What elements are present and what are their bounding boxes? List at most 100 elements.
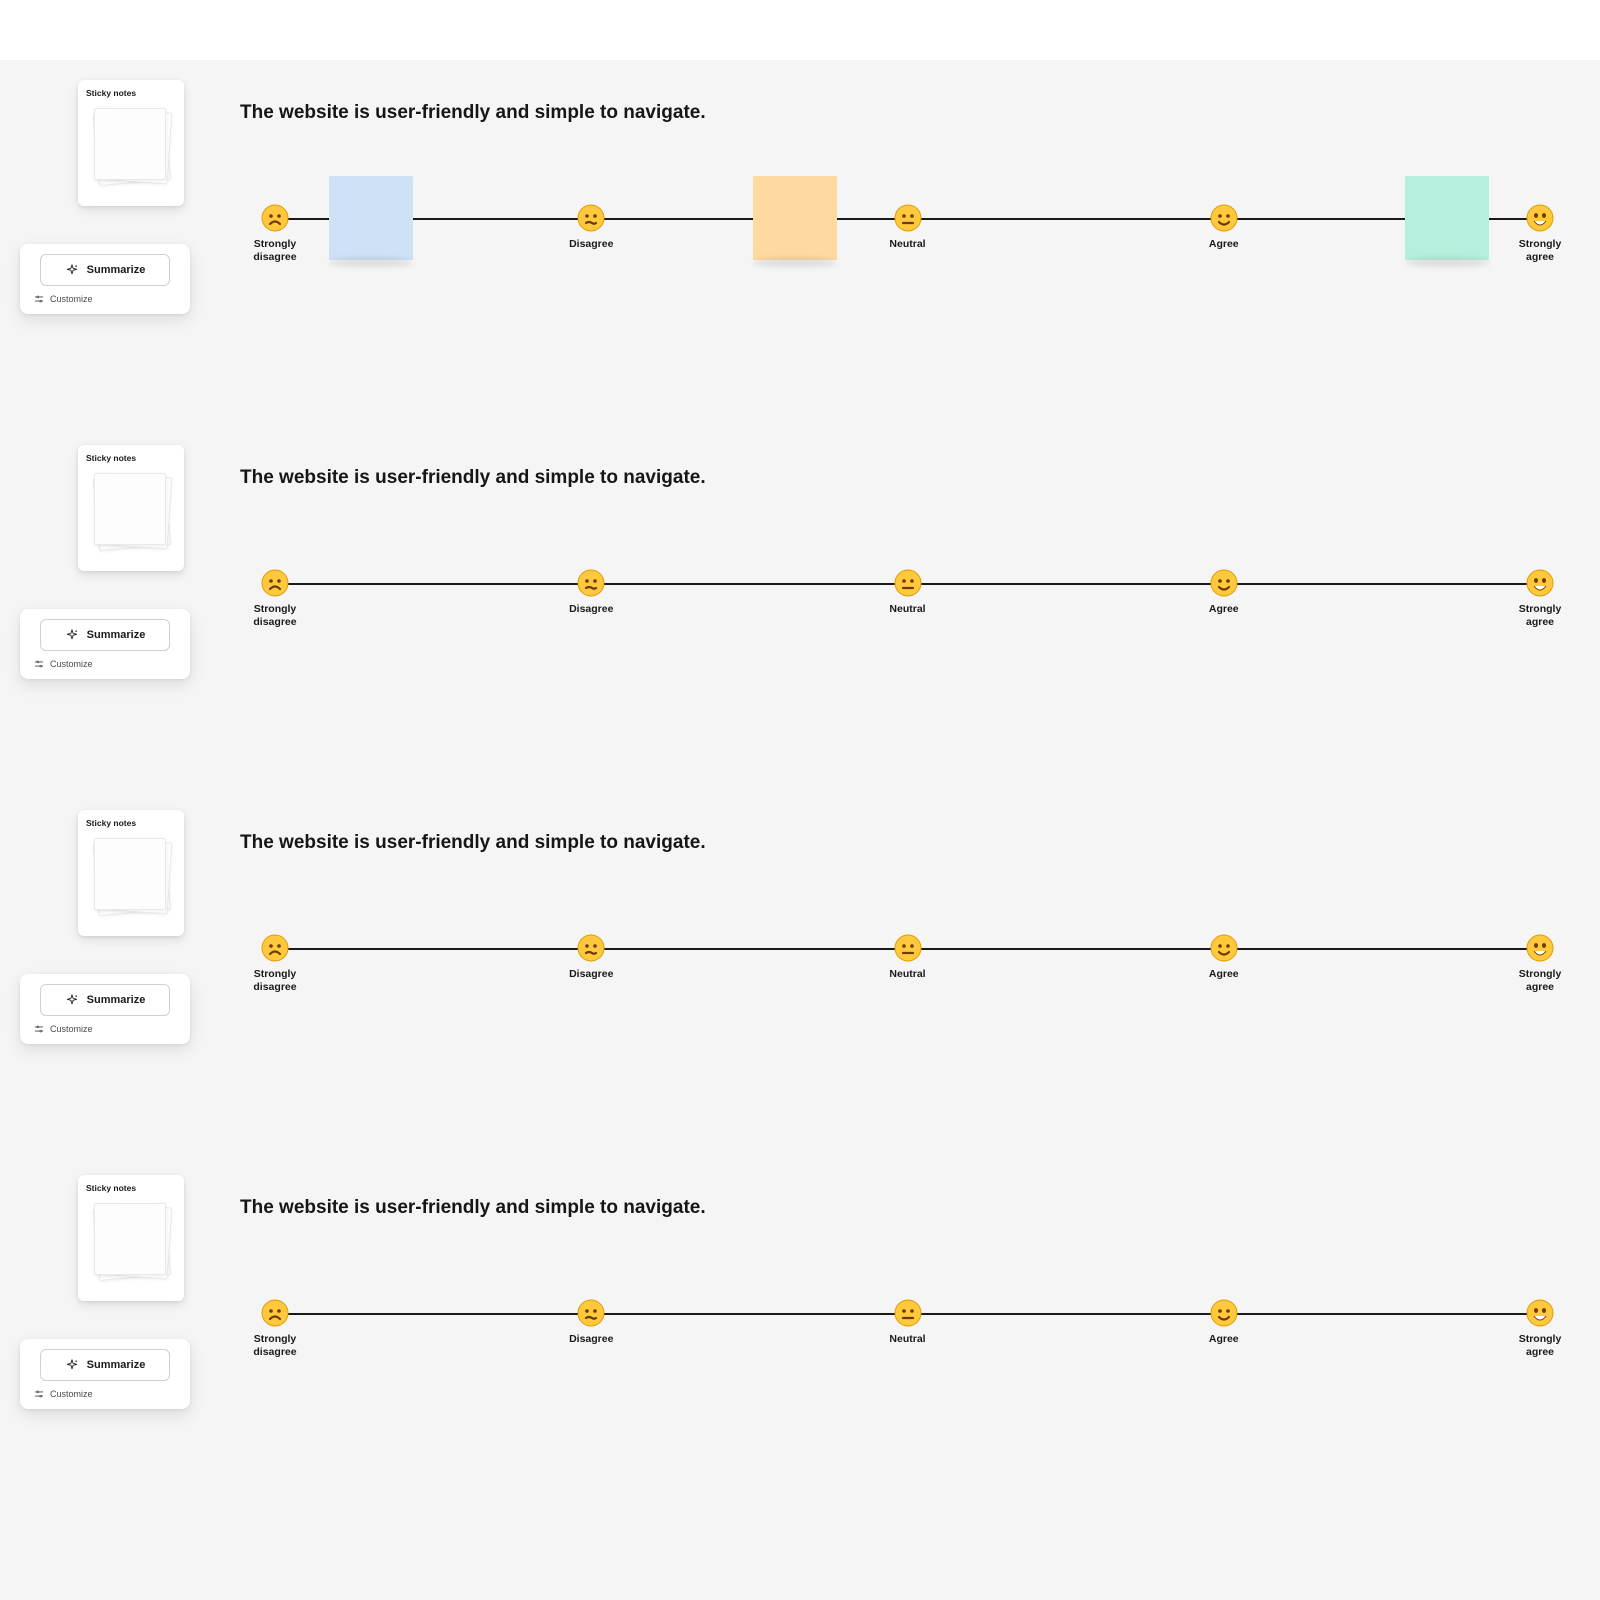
likert-label: Stronglydisagree [253,603,296,629]
sticky-notes-card[interactable]: Sticky notes [78,810,184,936]
board-area[interactable]: Sticky notes Summarize Customize The web… [0,60,1600,1600]
sliders-icon [34,1024,44,1034]
customize-button[interactable]: Customize [30,659,180,669]
likert-label: Agree [1209,238,1239,251]
face-neutral-icon[interactable] [894,934,922,962]
likert-label: Stronglydisagree [253,968,296,994]
likert-label: Disagree [569,238,613,251]
face-confused-icon[interactable] [577,934,605,962]
likert-point[interactable]: Disagree [561,1263,621,1383]
face-grin-icon[interactable] [1526,204,1554,232]
likert-point[interactable]: Disagree [561,168,621,288]
likert-point[interactable]: Stronglyagree [1510,168,1570,288]
face-smile-icon[interactable] [1210,1299,1238,1327]
survey-row: Sticky notes Summarize Customize The web… [0,1175,1600,1435]
face-neutral-icon[interactable] [894,1299,922,1327]
survey-question: The website is user-friendly and simple … [240,832,706,854]
whiteboard-canvas: Sticky notes Summarize Customize The web… [0,0,1600,1600]
likert-label: Stronglyagree [1519,968,1562,994]
sparkle-icon [65,993,79,1007]
face-confused-icon[interactable] [577,1299,605,1327]
sticky-stack-icon [93,108,169,184]
sticky-stack-icon [93,1203,169,1279]
likert-point[interactable]: Agree [1194,533,1254,653]
sticky-actions-panel: Summarize Customize [20,1339,190,1409]
likert-point[interactable]: Disagree [561,898,621,1018]
sticky-notes-card[interactable]: Sticky notes [78,1175,184,1301]
likert-point[interactable]: Disagree [561,533,621,653]
customize-label: Customize [50,1389,93,1399]
survey-row: Sticky notes Summarize Customize The web… [0,445,1600,705]
customize-button[interactable]: Customize [30,1024,180,1034]
likert-point[interactable]: Stronglyagree [1510,1263,1570,1383]
likert-scale[interactable]: Stronglydisagree Disagree Neutral Agree … [245,898,1570,1018]
app-top-bar [0,0,1600,60]
summarize-button[interactable]: Summarize [40,254,170,286]
sparkle-icon [65,628,79,642]
face-smile-icon[interactable] [1210,569,1238,597]
sticky-notes-title: Sticky notes [86,1183,176,1193]
face-neutral-icon[interactable] [894,569,922,597]
likert-label: Disagree [569,1333,613,1346]
likert-scale[interactable]: Stronglydisagree Disagree Neutral Agree … [245,533,1570,653]
face-neutral-icon[interactable] [894,204,922,232]
likert-point[interactable]: Neutral [878,533,938,653]
likert-scale[interactable]: Stronglydisagree Disagree Neutral Agree … [245,168,1570,288]
likert-label: Disagree [569,603,613,616]
survey-question: The website is user-friendly and simple … [240,1197,706,1219]
likert-label: Stronglydisagree [253,238,296,264]
likert-point[interactable]: Stronglydisagree [245,898,305,1018]
likert-point[interactable]: Agree [1194,1263,1254,1383]
customize-button[interactable]: Customize [30,1389,180,1399]
face-smile-icon[interactable] [1210,934,1238,962]
sticky-actions-panel: Summarize Customize [20,244,190,314]
face-confused-icon[interactable] [577,204,605,232]
likert-point[interactable]: Stronglydisagree [245,1263,305,1383]
customize-label: Customize [50,294,93,304]
sticky-notes-card[interactable]: Sticky notes [78,445,184,571]
likert-point[interactable]: Neutral [878,1263,938,1383]
summarize-button[interactable]: Summarize [40,619,170,651]
face-grin-icon[interactable] [1526,1299,1554,1327]
sticky-notes-title: Sticky notes [86,818,176,828]
face-smile-icon[interactable] [1210,204,1238,232]
likert-point[interactable]: Neutral [878,898,938,1018]
likert-point[interactable]: Stronglydisagree [245,168,305,288]
face-frown-icon[interactable] [261,204,289,232]
summarize-button[interactable]: Summarize [40,984,170,1016]
likert-scale[interactable]: Stronglydisagree Disagree Neutral Agree … [245,1263,1570,1383]
survey-row: Sticky notes Summarize Customize The web… [0,80,1600,340]
face-confused-icon[interactable] [577,569,605,597]
summarize-label: Summarize [87,629,146,641]
sticky-notes-title: Sticky notes [86,88,176,98]
face-frown-icon[interactable] [261,1299,289,1327]
summarize-label: Summarize [87,264,146,276]
likert-label: Agree [1209,603,1239,616]
likert-points: Stronglydisagree Disagree Neutral Agree … [245,1263,1570,1383]
summarize-label: Summarize [87,994,146,1006]
likert-label: Neutral [889,1333,925,1346]
sticky-notes-title: Sticky notes [86,453,176,463]
likert-label: Agree [1209,968,1239,981]
face-frown-icon[interactable] [261,569,289,597]
likert-label: Stronglyagree [1519,603,1562,629]
sticky-stack-icon [93,838,169,914]
survey-row: Sticky notes Summarize Customize The web… [0,810,1600,1070]
customize-label: Customize [50,659,93,669]
likert-point[interactable]: Stronglydisagree [245,533,305,653]
likert-points: Stronglydisagree Disagree Neutral Agree … [245,533,1570,653]
likert-point[interactable]: Neutral [878,168,938,288]
customize-label: Customize [50,1024,93,1034]
face-frown-icon[interactable] [261,934,289,962]
likert-point[interactable]: Stronglyagree [1510,898,1570,1018]
face-grin-icon[interactable] [1526,934,1554,962]
likert-point[interactable]: Stronglyagree [1510,533,1570,653]
sticky-notes-card[interactable]: Sticky notes [78,80,184,206]
likert-point[interactable]: Agree [1194,168,1254,288]
likert-label: Stronglyagree [1519,238,1562,264]
face-grin-icon[interactable] [1526,569,1554,597]
customize-button[interactable]: Customize [30,294,180,304]
likert-point[interactable]: Agree [1194,898,1254,1018]
likert-label: Neutral [889,968,925,981]
summarize-button[interactable]: Summarize [40,1349,170,1381]
